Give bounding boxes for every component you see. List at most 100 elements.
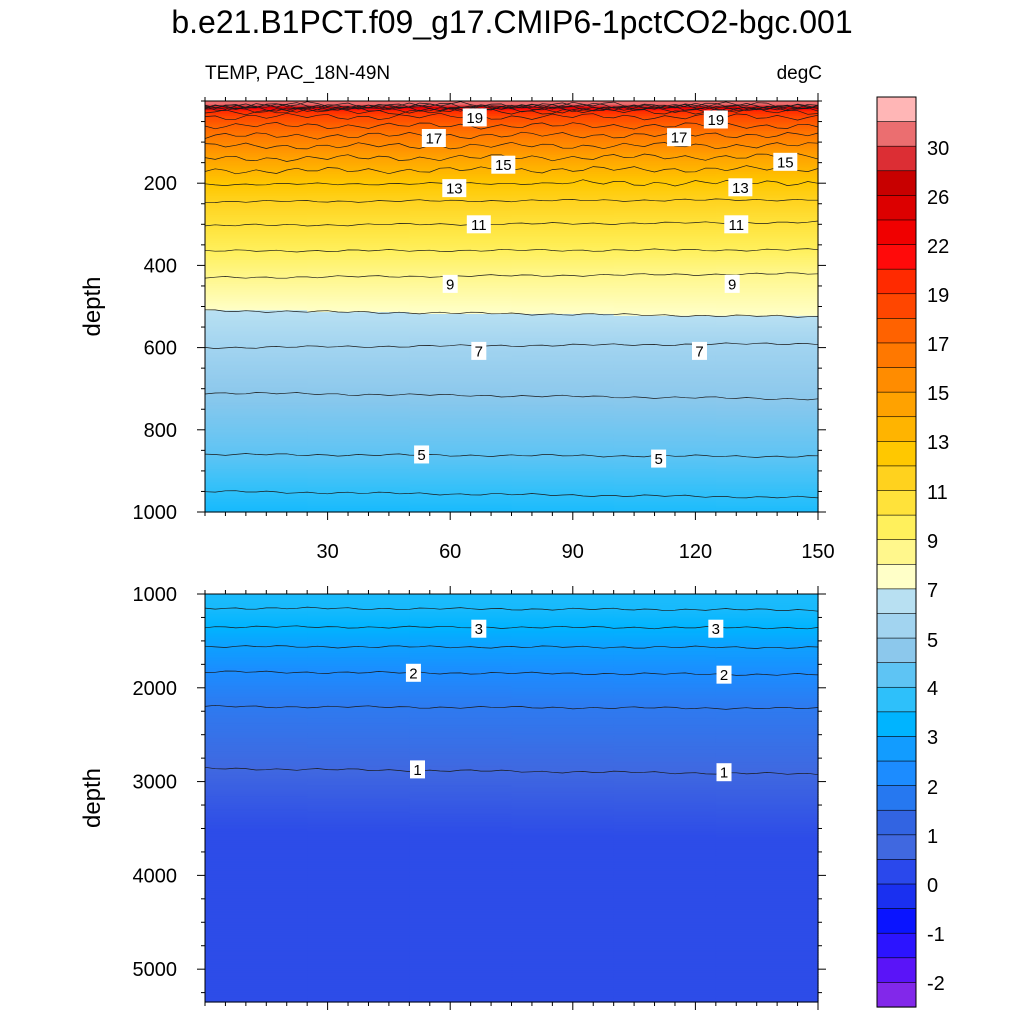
- lower-field-cell: [205, 801, 308, 805]
- upper-field-cell: [613, 226, 717, 229]
- upper-field-cell: [205, 478, 308, 481]
- lower-field-cell: [511, 976, 615, 979]
- upper-field-cell: [307, 396, 410, 399]
- lower-field-cell: [613, 632, 717, 636]
- lower-field-cell: [511, 751, 615, 755]
- upper-field-cell: [715, 274, 819, 278]
- upper-field-cell: [715, 439, 819, 442]
- lower-field-cell: [715, 890, 819, 894]
- upper-field-cell: [307, 328, 410, 332]
- upper-field-cell: [307, 383, 410, 386]
- upper-field-cell: [409, 140, 513, 143]
- upper-field-cell: [307, 340, 410, 343]
- lower-field-cell: [613, 931, 717, 934]
- lower-field-cell: [205, 855, 308, 858]
- upper-field-cell: [409, 437, 513, 440]
- upper-field-cell: [205, 338, 308, 341]
- upper-field-cell: [511, 315, 615, 319]
- upper-field-cell: [205, 502, 308, 506]
- upper-field-cell: [409, 207, 513, 210]
- upper-field-cell: [613, 194, 717, 197]
- lower-field-cell: [205, 766, 308, 769]
- upper-field-cell: [205, 289, 308, 293]
- lower-field-cell: [307, 760, 410, 764]
- upper-field-cell: [511, 239, 615, 242]
- lower-field-cell: [307, 875, 410, 879]
- upper-field-cell: [613, 474, 717, 478]
- lower-field-cell: [715, 900, 819, 903]
- lower-field-cell: [307, 970, 410, 973]
- lower-field-cell: [613, 772, 717, 775]
- upper-field-cell: [307, 375, 410, 379]
- lower-field-cell: [715, 912, 819, 916]
- lower-field-cell: [511, 651, 615, 654]
- upper-field-cell: [409, 465, 513, 468]
- lower-field-cell: [715, 868, 819, 871]
- upper-field-cell: [307, 373, 410, 377]
- upper-field-cell: [409, 498, 513, 502]
- upper-field-cell: [409, 285, 513, 289]
- lower-field-cell: [307, 796, 410, 799]
- lower-field-cell: [205, 629, 308, 632]
- lower-field-cell: [307, 989, 410, 992]
- lower-field-cell: [307, 933, 410, 936]
- lower-field-cell: [409, 861, 513, 864]
- lower-field-cell: [409, 606, 513, 610]
- upper-field-cell: [613, 138, 717, 141]
- lower-field-cell: [409, 603, 513, 606]
- lower-field-cell: [715, 925, 819, 929]
- upper-field-cell: [205, 265, 308, 268]
- lower-field-cell: [715, 738, 819, 742]
- lower-field-cell: [715, 855, 819, 858]
- lower-field-cell: [511, 660, 615, 664]
- lower-field-cell: [307, 614, 410, 617]
- upper-field-cell: [613, 213, 717, 216]
- upper-y-axis-title: depth: [79, 276, 106, 336]
- lower-field-cell: [409, 974, 513, 977]
- lower-field-cell: [205, 883, 308, 886]
- upper-field-cell: [409, 254, 513, 257]
- lower-field-cell: [205, 881, 308, 884]
- upper-field-cell: [511, 383, 615, 386]
- lower-field-cell: [205, 606, 308, 610]
- upper-field-cell: [409, 377, 513, 380]
- lower-field-cell: [205, 901, 308, 905]
- upper-field-cell: [307, 151, 410, 154]
- lower-field-cell: [307, 781, 410, 784]
- lower-field-cell: [409, 925, 513, 929]
- lower-field-cell: [715, 831, 819, 834]
- lower-field-cell: [307, 907, 410, 910]
- upper-field-cell: [613, 254, 717, 257]
- lower-field-cell: [409, 718, 513, 721]
- upper-field-cell: [205, 203, 308, 207]
- lower-field-cell: [307, 953, 410, 957]
- lower-field-cell: [205, 642, 308, 645]
- lower-field-cell: [715, 618, 819, 621]
- upper-field-cell: [307, 242, 410, 246]
- upper-field-cell: [409, 250, 513, 253]
- upper-contour-label-box: [703, 110, 728, 129]
- upper-field-cell: [511, 427, 615, 431]
- upper-field-cell: [409, 426, 513, 429]
- lower-field-cell: [307, 785, 410, 788]
- lower-field-cell: [613, 619, 717, 623]
- lower-field-cell: [715, 953, 819, 957]
- lower-field-cell: [205, 649, 308, 653]
- upper-field-cell: [409, 452, 513, 455]
- colorbar-swatch: [876, 293, 917, 319]
- lower-field-cell: [511, 714, 615, 717]
- lower-field-cell: [205, 887, 308, 890]
- lower-field-cell: [715, 974, 819, 977]
- upper-field-cell: [307, 498, 410, 502]
- lower-field-cell: [511, 668, 615, 671]
- lower-field-cell: [613, 798, 717, 801]
- lower-field-cell: [307, 666, 410, 669]
- lower-field-cell: [511, 703, 615, 706]
- upper-field-cell: [715, 271, 819, 274]
- lower-field-cell: [613, 627, 717, 630]
- colorbar-swatch: [876, 441, 917, 467]
- upper-field-cell: [613, 399, 717, 403]
- upper-field-cell: [205, 291, 308, 295]
- upper-y-tick-label: 800: [144, 420, 177, 442]
- upper-field-cell: [307, 437, 410, 440]
